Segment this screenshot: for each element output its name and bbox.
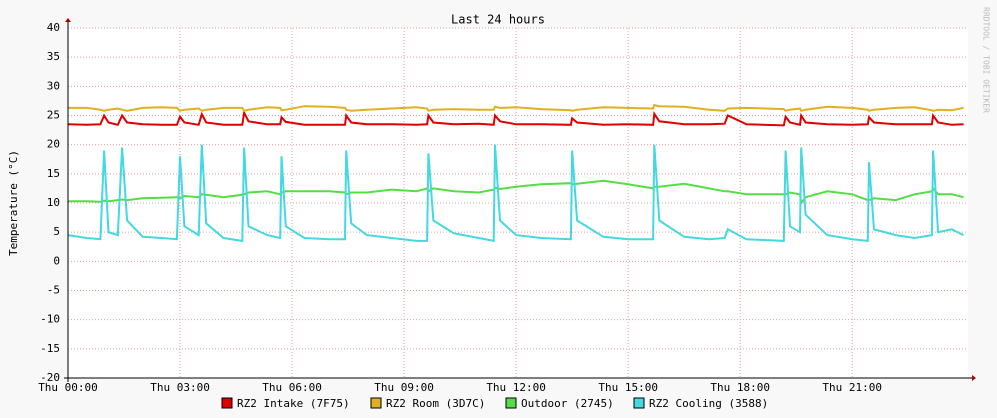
y-tick-label: 15 [47,167,60,180]
watermark: RRDTOOL / TOBI OETIKER [982,7,991,113]
legend-swatch [221,397,233,409]
y-tick-label: -10 [40,313,60,326]
series-line [67,144,965,243]
y-tick-label: -5 [47,284,60,297]
y-tick-label: -20 [40,371,60,384]
series-line [68,103,964,112]
series-line [68,179,964,206]
x-tick-label: Thu 00:00 [38,381,98,394]
legend-label: RZ2 Intake (7F75) [237,397,350,410]
y-tick-label: 0 [53,254,60,267]
x-tick-label: Thu 09:00 [374,381,434,394]
x-tick-label: Thu 18:00 [710,381,770,394]
y-tick-label: 30 [47,79,60,92]
y-tick-label: 25 [47,109,60,122]
y-tick-label: 40 [47,21,60,34]
legend-swatch [505,397,517,409]
x-tick-label: Thu 06:00 [262,381,322,394]
x-tick-label: Thu 15:00 [598,381,658,394]
legend-swatch [633,397,645,409]
legend-label: RZ2 Cooling (3588) [649,397,768,410]
x-tick-label: Thu 21:00 [822,381,882,394]
legend-label: Outdoor (2745) [521,397,614,410]
y-tick-label: 10 [47,196,60,209]
x-tick-label: Thu 12:00 [486,381,546,394]
y-tick-label: -15 [40,342,60,355]
y-tick-label: 5 [53,225,60,238]
chart-title: Last 24 hours [451,13,545,27]
x-arrow [972,375,976,381]
lines [67,103,965,243]
y-tick-label: 20 [47,138,60,151]
y-arrow [65,18,71,22]
y-tick-label: 35 [47,50,60,63]
legend-label: RZ2 Room (3D7C) [386,397,485,410]
legend-swatch [370,397,382,409]
y-axis-label: Temperature (°C) [7,150,20,256]
x-tick-label: Thu 03:00 [150,381,210,394]
series-line [67,109,964,127]
